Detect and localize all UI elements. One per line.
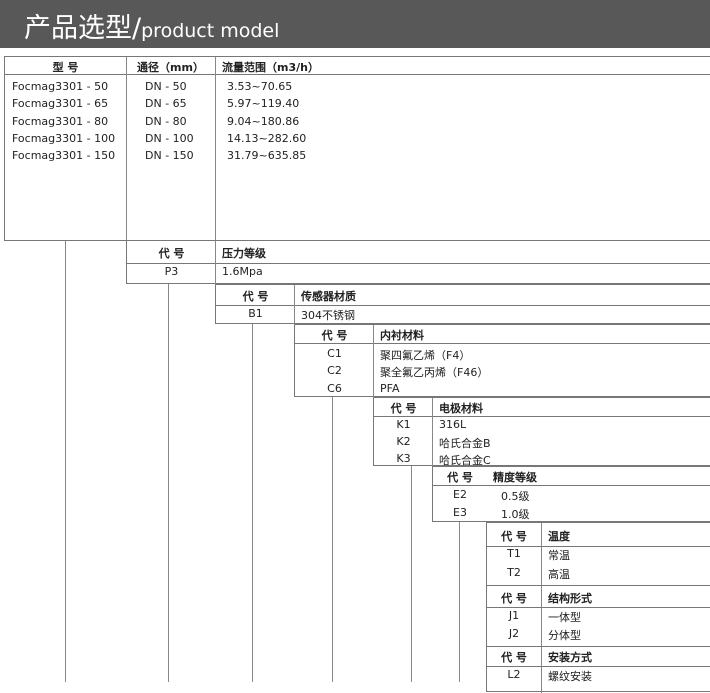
structure-title: 结构形式 <box>548 592 592 605</box>
code-cell: K2 <box>396 435 411 448</box>
code-header: 代 号 <box>447 471 473 484</box>
value-cell: 螺纹安装 <box>548 670 592 683</box>
table-cell: DN - 150 <box>145 149 194 163</box>
value-cell: 哈氏合金C <box>439 454 491 467</box>
code-cell: P3 <box>164 265 179 278</box>
code-header: 代 号 <box>390 402 417 415</box>
table-cell: Focmag3301 - 50 <box>12 80 109 93</box>
value-cell: 304不锈钢 <box>301 309 355 322</box>
value-cell: PFA <box>380 382 400 395</box>
code-header: 代 号 <box>321 329 348 342</box>
column-header: 流量范围（m3/h） <box>222 61 319 74</box>
column-header: 型 号 <box>52 61 79 74</box>
code-header: 代 号 <box>501 592 527 605</box>
table-cell: DN - 80 <box>145 114 187 128</box>
column-header: 通径（mm） <box>137 61 204 74</box>
electrode-table: 代 号 电极材料 K1 316L K2 哈氏合金B K3 哈氏合金C <box>373 397 710 467</box>
divider <box>487 607 710 608</box>
code-cell: T1 <box>507 547 521 560</box>
option-table: 代 号温度 T1 常温 T2 高温代 号结构形式 J1 一体型 J2 分体型代 号安装方式 L2 螺… <box>486 522 710 693</box>
value-cell: 聚全氟乙丙烯（F46） <box>380 366 489 379</box>
divider <box>432 398 433 467</box>
table-cell: DN - 50 <box>145 80 187 93</box>
model-table: 型 号 通径（mm） 流量范围（m3/h） Focmag3301 - 50 DN … <box>4 56 710 242</box>
divider <box>295 343 710 344</box>
table-cell: 14.13~282.60 <box>227 131 307 145</box>
temperature-title: 温度 <box>548 530 570 543</box>
divider <box>215 241 216 285</box>
pressure-title: 压力等级 <box>222 247 266 260</box>
divider <box>374 416 710 417</box>
code-cell: T2 <box>507 566 521 579</box>
divider <box>216 305 710 306</box>
divider <box>487 666 710 667</box>
title-en: product model <box>141 20 280 42</box>
value-cell: 常温 <box>548 549 570 562</box>
value-cell: 聚四氟乙烯（F4） <box>380 349 471 362</box>
page-title: 产品选型/product model <box>24 6 279 45</box>
code-header: 代 号 <box>501 651 527 664</box>
table-cell: Focmag3301 - 65 <box>12 97 109 111</box>
code-cell: C2 <box>327 364 342 377</box>
code-cell: C6 <box>327 382 342 395</box>
sensor-table: 代 号 传感器材质 B1 304不锈钢 <box>215 284 710 325</box>
pressure-table: 代 号 压力等级 P3 1.6Mpa <box>126 240 710 285</box>
code-cell: K1 <box>396 418 411 431</box>
page-header: 产品选型/product model <box>0 0 710 48</box>
connector-line <box>252 324 253 682</box>
code-cell: B1 <box>248 307 263 320</box>
value-cell: 1.0级 <box>501 508 530 521</box>
table-cell: 5.97~119.40 <box>227 97 300 111</box>
value-cell: 316L <box>439 418 467 431</box>
divider <box>487 585 710 586</box>
connector-line <box>168 284 169 682</box>
connector-line <box>65 240 66 682</box>
divider <box>294 285 295 325</box>
title-cn: 产品选型/ <box>24 13 142 44</box>
connector-line <box>459 522 460 682</box>
code-cell: E3 <box>453 506 467 519</box>
accuracy-table: 代 号 精度等级 E2 0.5级 E3 1.0级 <box>432 466 710 522</box>
table-cell: Focmag3301 - 80 <box>12 114 109 128</box>
code-cell: K3 <box>396 452 411 465</box>
value-cell: 高温 <box>548 568 570 581</box>
divider <box>487 546 710 547</box>
lining-title: 内衬材料 <box>380 329 424 342</box>
lining-table: 代 号 内衬材料 C1 聚四氟乙烯（F4） C2 聚全氟乙丙烯（F46） C6 PFA <box>294 324 710 398</box>
divider <box>127 263 710 264</box>
code-cell: J1 <box>508 609 520 622</box>
value-cell: 一体型 <box>548 611 581 624</box>
value-cell: 1.6Mpa <box>222 265 263 278</box>
connector-line <box>411 466 412 682</box>
divider <box>373 325 374 398</box>
divider <box>433 485 710 486</box>
install-title: 安装方式 <box>548 651 592 664</box>
code-cell: L2 <box>507 668 521 681</box>
divider <box>487 646 710 647</box>
table-cell: 31.79~635.85 <box>227 149 307 163</box>
table-cell: DN - 65 <box>145 97 187 111</box>
connector-line <box>332 397 333 682</box>
accuracy-title: 精度等级 <box>493 471 537 484</box>
electrode-title: 电极材料 <box>439 402 483 415</box>
value-cell: 分体型 <box>548 629 581 642</box>
value-cell: 0.5级 <box>501 490 530 503</box>
code-header: 代 号 <box>242 290 269 303</box>
code-cell: C1 <box>327 347 342 360</box>
code-cell: E2 <box>453 488 467 501</box>
code-header: 代 号 <box>158 247 185 260</box>
table-cell: Focmag3301 - 150 <box>12 149 116 163</box>
table-cell: Focmag3301 - 100 <box>12 131 116 145</box>
code-cell: J2 <box>508 627 520 640</box>
table-cell: 3.53~70.65 <box>227 80 293 93</box>
table-cell: 9.04~180.86 <box>227 114 300 128</box>
divider <box>541 523 542 693</box>
sensor-title: 传感器材质 <box>301 290 356 303</box>
code-header: 代 号 <box>501 530 527 543</box>
table-cell: DN - 100 <box>145 131 194 145</box>
value-cell: 哈氏合金B <box>439 437 491 450</box>
